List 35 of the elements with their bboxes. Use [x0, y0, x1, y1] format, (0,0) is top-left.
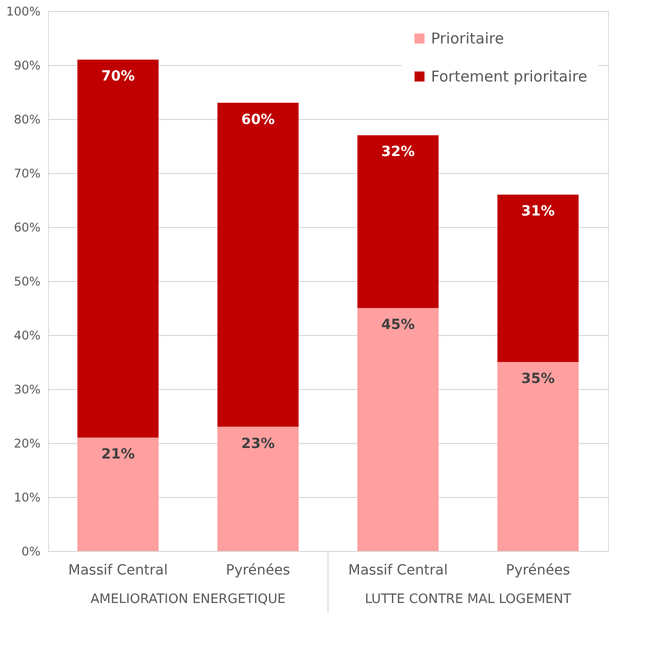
x-tick-label: Pyrénées — [506, 562, 570, 578]
y-tick-label: 0% — [21, 544, 40, 558]
data-label: 31% — [521, 204, 555, 220]
text: LUTTE CONTRE MAL LOGEMENT — [364, 592, 572, 607]
y-tick-label: 40% — [14, 328, 40, 342]
x-tick-label: Massif Central — [68, 562, 168, 578]
y-tick-label: 60% — [14, 220, 40, 234]
bar — [497, 362, 579, 551]
bar — [217, 102, 299, 427]
y-tick-label: 90% — [14, 58, 40, 72]
x-tick-label: Pyrénées — [226, 562, 290, 578]
data-label: 21% — [101, 446, 135, 463]
y-tick-label: 20% — [14, 436, 40, 450]
y-tick-label: 50% — [14, 274, 40, 288]
x-tick-label: Massif Central — [348, 562, 448, 578]
legend-label: Prioritaire — [431, 30, 504, 48]
y-tick-label: 80% — [14, 112, 40, 126]
y-tick-label: 70% — [14, 166, 40, 180]
y-tick-label: 10% — [14, 490, 40, 504]
data-label: 23% — [241, 436, 275, 452]
bar — [77, 438, 159, 551]
bar — [77, 60, 159, 438]
y-tick-label: 30% — [14, 382, 40, 396]
legend-label: Fortement prioritaire — [431, 68, 588, 86]
text: AMELIORATION ENERGETIQUE — [90, 592, 286, 607]
data-label: 45% — [381, 317, 415, 333]
data-label: 70% — [101, 68, 135, 85]
bar — [357, 308, 439, 551]
data-label: 35% — [521, 371, 555, 387]
data-label: 60% — [241, 112, 275, 128]
bar — [357, 135, 439, 308]
y-tick-label: 100% — [6, 4, 40, 18]
bar — [497, 194, 579, 362]
bar — [217, 426, 299, 551]
data-label: 32% — [381, 144, 415, 160]
